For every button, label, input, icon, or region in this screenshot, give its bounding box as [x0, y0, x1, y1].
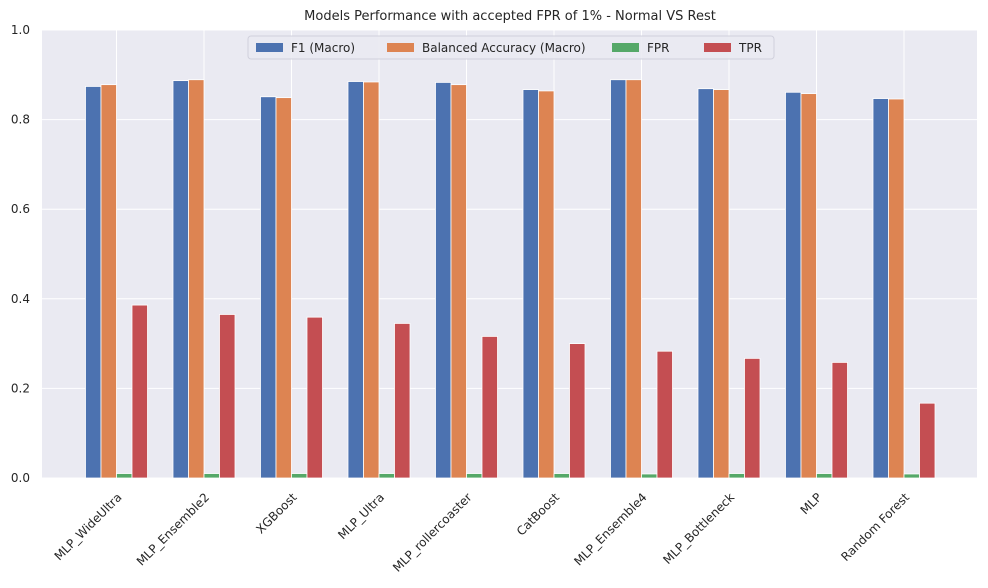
y-tick-labels: 0.0 0.2 0.4 0.6 0.8 1.0: [11, 23, 30, 485]
y-tick-label: 1.0: [11, 23, 30, 37]
y-tick-label: 0.8: [11, 113, 30, 127]
bar-balanced-accuracy-macro-9: [888, 98, 905, 479]
bar-fpr-1: [203, 473, 220, 479]
bar-tpr-7: [744, 357, 761, 479]
bar-tpr-8: [831, 362, 848, 479]
bar-f1-macro-1: [172, 80, 189, 479]
bar-f1-macro-4: [435, 82, 452, 479]
legend-label: F1 (Macro): [291, 41, 355, 55]
x-tick-label: MLP_rollercoaster: [390, 490, 475, 575]
legend-swatch: [612, 43, 639, 52]
x-tick-label: MLP_Ensemble2: [134, 490, 212, 568]
bar-f1-macro-9: [872, 98, 889, 479]
chart-title: Models Performance with accepted FPR of …: [304, 9, 716, 24]
y-tick-label: 0.2: [11, 381, 30, 395]
x-tick-label: Random Forest: [838, 490, 912, 564]
bar-f1-macro-2: [260, 96, 277, 479]
bar-f1-macro-6: [610, 79, 627, 479]
bar-fpr-8: [816, 473, 833, 479]
legend-swatch: [704, 43, 731, 52]
x-tick-label: MLP: [798, 490, 825, 517]
bar-fpr-0: [116, 473, 133, 479]
bar-fpr-4: [466, 473, 483, 479]
bar-balanced-accuracy-macro-2: [275, 97, 292, 479]
bar-tpr-0: [131, 304, 148, 479]
bar-fpr-6: [641, 473, 658, 479]
bars: [85, 79, 936, 479]
bar-fpr-9: [903, 473, 920, 479]
bar-balanced-accuracy-macro-4: [450, 84, 467, 479]
bar-fpr-2: [291, 473, 308, 479]
bar-tpr-4: [481, 336, 498, 479]
bar-fpr-7: [728, 473, 745, 479]
x-tick-label: MLP_Ultra: [335, 490, 387, 542]
bar-f1-macro-8: [785, 91, 802, 479]
x-tick-label: MLP_Bottleneck: [660, 490, 737, 567]
bar-balanced-accuracy-macro-1: [188, 79, 205, 479]
legend-label: Balanced Accuracy (Macro): [422, 41, 586, 55]
bar-tpr-6: [656, 350, 673, 479]
bar-f1-macro-7: [697, 88, 714, 479]
y-tick-label: 0.4: [11, 292, 30, 306]
bar-balanced-accuracy-macro-6: [625, 79, 642, 479]
bar-tpr-1: [219, 314, 236, 479]
bar-balanced-accuracy-macro-3: [363, 81, 380, 479]
bar-f1-macro-0: [85, 86, 102, 479]
legend-label: TPR: [738, 41, 762, 55]
bar-balanced-accuracy-macro-8: [800, 93, 817, 479]
legend-label: FPR: [647, 41, 669, 55]
bar-balanced-accuracy-macro-7: [713, 89, 730, 479]
x-tick-label: MLP_WideUltra: [52, 490, 125, 563]
bar-tpr-9: [919, 402, 936, 479]
bar-tpr-3: [394, 323, 411, 479]
bar-f1-macro-3: [347, 81, 364, 479]
legend-swatch: [387, 43, 414, 52]
y-tick-label: 0.0: [11, 471, 30, 485]
x-tick-label: XGBoost: [253, 490, 299, 536]
bar-tpr-5: [569, 343, 586, 479]
bar-balanced-accuracy-macro-5: [538, 90, 555, 479]
x-tick-label: MLP_Ensemble4: [571, 490, 649, 568]
legend-box: [247, 35, 775, 60]
bar-fpr-5: [553, 473, 570, 479]
y-tick-label: 0.6: [11, 202, 30, 216]
bar-tpr-2: [306, 316, 323, 479]
legend-swatch: [256, 43, 283, 52]
x-tick-labels: MLP_WideUltra MLP_Ensemble2 XGBoost MLP_Ult…: [52, 490, 913, 575]
bar-fpr-3: [378, 473, 395, 479]
legend: F1 (Macro) Balanced Accuracy (Macro) FPR TP…: [247, 35, 775, 60]
bar-f1-macro-5: [522, 89, 539, 479]
x-tick-label: CatBoost: [514, 490, 563, 539]
bar-balanced-accuracy-macro-0: [100, 84, 117, 479]
